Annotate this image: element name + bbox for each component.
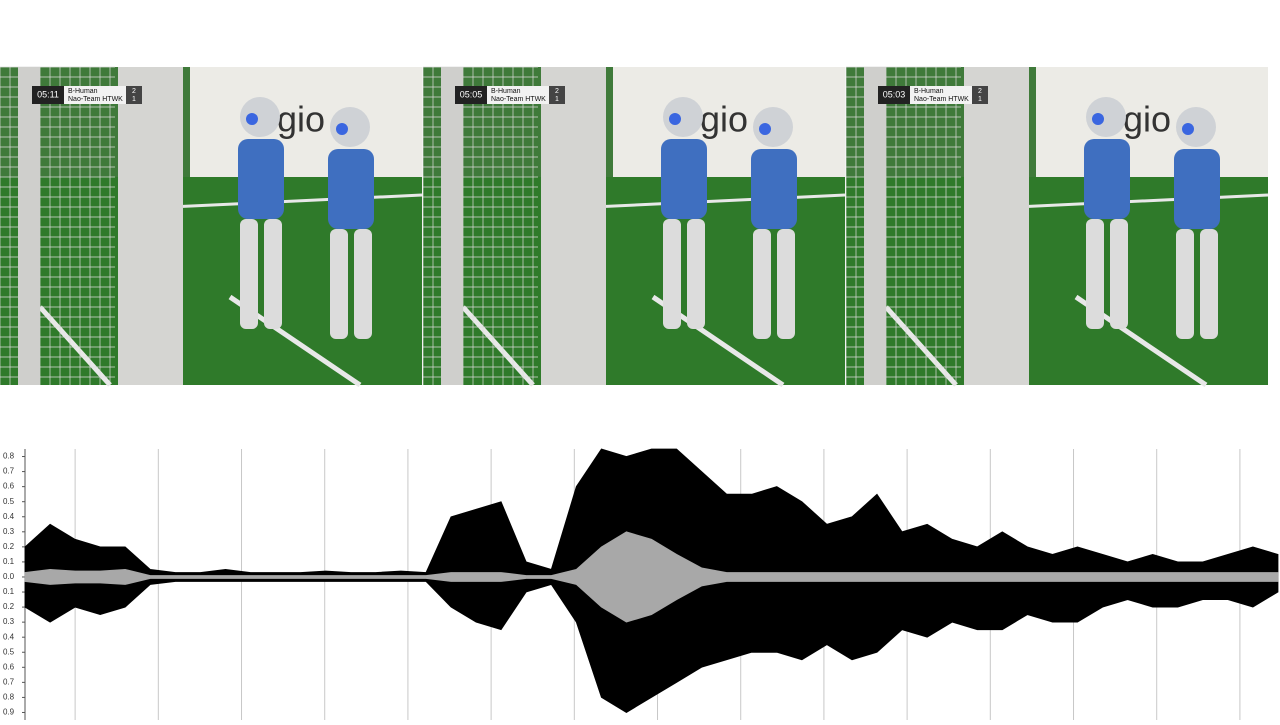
banner xyxy=(613,67,845,177)
robot-leg xyxy=(663,219,681,329)
robot-eye xyxy=(1182,123,1194,135)
robot-leg xyxy=(240,219,258,329)
robot-body xyxy=(238,139,284,219)
team-name: B-Human xyxy=(68,88,98,95)
robot-leg xyxy=(687,219,705,329)
robot-leg xyxy=(354,229,372,339)
robot-head xyxy=(240,97,280,137)
field-line xyxy=(884,305,958,387)
score-teams-bg xyxy=(910,86,972,104)
score-bg xyxy=(549,86,565,104)
team-name: Nao-Team HTWK xyxy=(68,96,123,103)
robot-leg xyxy=(1176,229,1194,339)
robot-leg xyxy=(1086,219,1104,329)
robot-leg xyxy=(330,229,348,339)
team-name: Nao-Team HTWK xyxy=(491,96,546,103)
robot-head xyxy=(663,97,703,137)
team-name: B-Human xyxy=(914,88,944,95)
robot-leg xyxy=(753,229,771,339)
waveform-envelope xyxy=(24,531,1279,578)
robot-eye xyxy=(669,113,681,125)
field-line xyxy=(38,305,112,387)
team-name: B-Human xyxy=(491,88,521,95)
robot-leg xyxy=(1200,229,1218,339)
score-clock-bg xyxy=(32,86,64,104)
robot-leg xyxy=(264,219,282,329)
score-clock-bg xyxy=(878,86,910,104)
field-line xyxy=(592,193,846,209)
score-bg xyxy=(972,86,988,104)
robot-eye xyxy=(1092,113,1104,125)
y-tick-label: 0.7 xyxy=(3,467,15,476)
goal-post xyxy=(964,67,1029,385)
score-clock: 05:03 xyxy=(883,89,906,99)
field-line xyxy=(1015,193,1269,209)
robot-eye xyxy=(336,123,348,135)
team-name: Nao-Team HTWK xyxy=(914,96,969,103)
y-tick-label: 0.1 xyxy=(3,557,15,566)
goal-post xyxy=(18,67,40,385)
field-line xyxy=(461,305,535,387)
score-clock: 05:11 xyxy=(37,89,59,99)
team-score: 2 xyxy=(978,88,982,95)
waveform-envelope xyxy=(24,576,1279,623)
y-tick-label: 0.1 xyxy=(3,587,15,596)
team-score: 2 xyxy=(555,88,559,95)
robot-leg xyxy=(1110,219,1128,329)
team-score: 2 xyxy=(132,88,136,95)
score-clock-bg xyxy=(455,86,487,104)
robot-body xyxy=(751,149,797,229)
y-tick-label: 0.6 xyxy=(3,662,15,671)
robot-body xyxy=(1174,149,1220,229)
y-tick-label: 0.5 xyxy=(3,497,15,506)
score-teams-bg xyxy=(64,86,126,104)
robot-head xyxy=(753,107,793,147)
y-tick-label: 0.4 xyxy=(3,632,15,641)
banner xyxy=(1036,67,1268,177)
robot-head xyxy=(330,107,370,147)
y-tick-label: 0.2 xyxy=(3,602,15,611)
goal-post xyxy=(864,67,886,385)
y-tick-label: 0.8 xyxy=(3,452,15,461)
robot-eye xyxy=(246,113,258,125)
robot-body xyxy=(328,149,374,229)
y-tick-label: 0.4 xyxy=(3,512,15,521)
y-tick-label: 0.7 xyxy=(3,677,15,686)
robot-eye xyxy=(759,123,771,135)
y-tick-label: 0.2 xyxy=(3,542,15,551)
y-tick-label: 0.5 xyxy=(3,647,15,656)
y-tick-label: 0.3 xyxy=(3,527,15,536)
y-tick-label: 0.8 xyxy=(3,693,15,702)
banner xyxy=(190,67,422,177)
robot-head xyxy=(1176,107,1216,147)
team-score: 1 xyxy=(555,96,559,103)
goal-post xyxy=(118,67,183,385)
score-bg xyxy=(126,86,142,104)
score-clock: 05:05 xyxy=(460,89,483,99)
team-score: 1 xyxy=(978,96,982,103)
robot-head xyxy=(1086,97,1126,137)
goal-post xyxy=(441,67,463,385)
y-tick-label: 0.9 xyxy=(3,708,15,717)
waveform-envelope xyxy=(24,448,1279,578)
team-score: 1 xyxy=(132,96,136,103)
robot-body xyxy=(1084,139,1130,219)
robot-leg xyxy=(777,229,795,339)
robot-body xyxy=(661,139,707,219)
field-line xyxy=(169,193,423,209)
goal-post xyxy=(541,67,606,385)
y-tick-label: 0.0 xyxy=(3,572,15,581)
score-teams-bg xyxy=(487,86,549,104)
waveform-envelope xyxy=(24,576,1279,713)
y-tick-label: 0.6 xyxy=(3,482,15,491)
y-tick-label: 0.3 xyxy=(3,617,15,626)
